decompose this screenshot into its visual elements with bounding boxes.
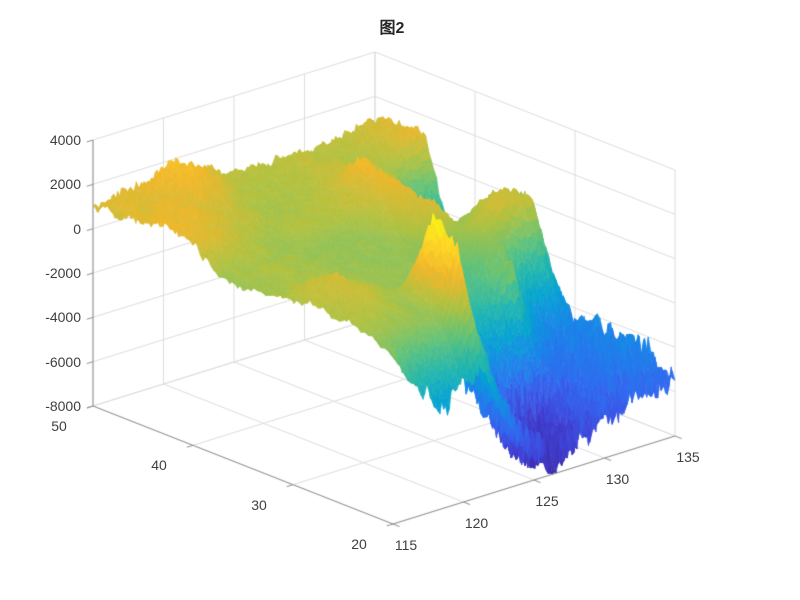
chart-title: 图2: [379, 20, 405, 37]
